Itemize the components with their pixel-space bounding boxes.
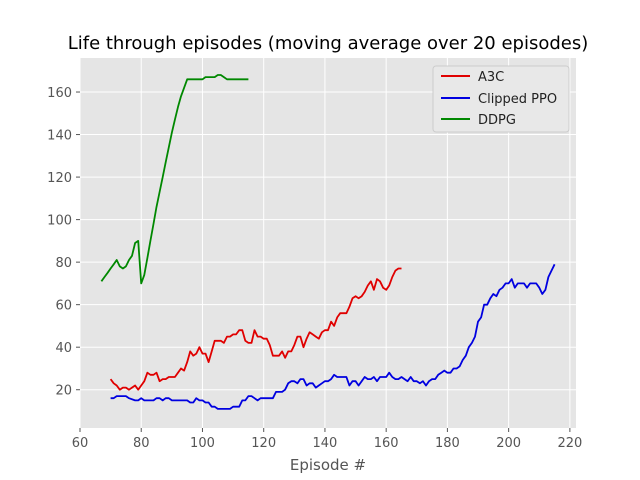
series-line-a3c [109,267,402,391]
x-tick-label: 100 [190,436,215,451]
x-tick-label: 120 [251,436,276,451]
y-tick-label: 80 [55,256,72,271]
chart-title: Life through episodes (moving average ov… [68,33,589,54]
legend-box [432,65,570,133]
x-axis-label: Episode # [290,456,366,474]
legend-label-a3c: A3C [478,70,504,85]
series-line-clipped-ppo [110,263,556,410]
x-tick-label: 180 [435,436,460,451]
x-tick-label: 140 [313,436,338,451]
series-line-ddpg [100,74,249,285]
series-layer [100,74,556,410]
y-tick-label: 20 [55,384,72,399]
legend: A3C Clipped PPO DDPG [432,65,570,133]
y-tick-label: 120 [47,171,72,186]
legend-label-clipped-ppo: Clipped PPO [478,92,557,107]
legend-label-ddpg: DDPG [478,113,516,128]
y-tick-label: 140 [47,129,72,144]
x-tick-label: 160 [374,436,399,451]
x-tick-label: 200 [496,436,521,451]
x-tick-label: 80 [133,436,150,451]
x-tick-label: 220 [557,436,582,451]
y-tick-label: 100 [47,214,72,229]
x-tick-label: 60 [72,436,89,451]
ticks: 60 80 100 120 140 160 180 200 220 20 40 60 80 100 120 1… [47,86,582,451]
y-tick-label: 60 [55,299,72,314]
y-tick-label: 160 [47,86,72,101]
y-tick-label: 40 [55,341,72,356]
